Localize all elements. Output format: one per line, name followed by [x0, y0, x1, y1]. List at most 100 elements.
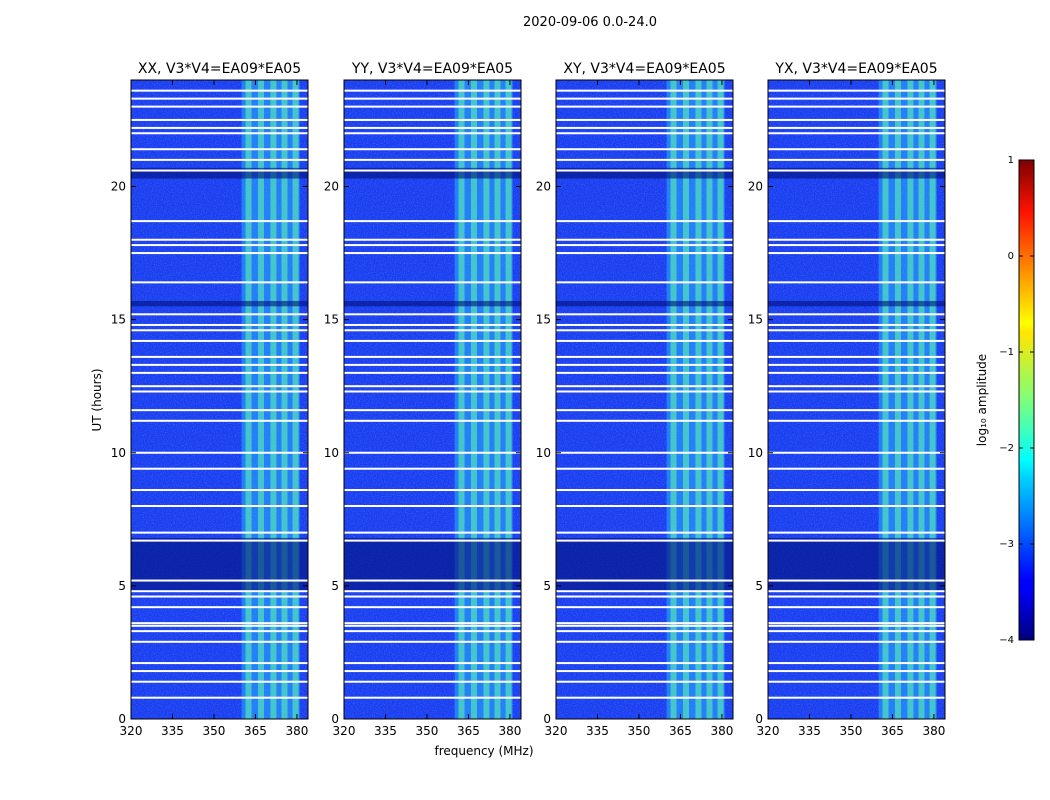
flagged-row	[768, 640, 945, 643]
rfi-channel	[292, 80, 299, 719]
panel-frame	[555, 79, 734, 720]
flagged-row	[556, 126, 733, 129]
flagged-row	[344, 148, 521, 151]
x-tick-label: 320	[757, 724, 780, 738]
flagged-row	[131, 670, 308, 673]
flagged-row	[131, 97, 308, 100]
flagged-row	[131, 467, 308, 470]
flagged-row	[768, 680, 945, 683]
panel-frame	[343, 79, 522, 720]
x-tick-label: 380	[285, 724, 308, 738]
y-tick-label: 20	[748, 180, 763, 194]
y-tick-label: 15	[748, 313, 763, 327]
flagged-row	[131, 339, 308, 342]
flagged-row	[556, 252, 733, 255]
x-tick-label: 350	[416, 724, 439, 738]
y-tick-label: 20	[536, 180, 551, 194]
panel-title: XY, V3*V4=EA09*EA05	[563, 61, 725, 77]
panel-xy: XY, V3*V4=EA09*EA05 320 335 350 365 380 0 5 10 15…	[536, 61, 734, 738]
flagged-row	[556, 329, 733, 332]
y-tick-label: 5	[543, 579, 551, 593]
x-tick-label: 335	[586, 724, 609, 738]
x-tick-label: 365	[457, 724, 480, 738]
flagged-row	[344, 371, 521, 374]
flagged-row	[556, 132, 733, 135]
low-amplitude-band	[344, 537, 521, 592]
x-tick-label: 365	[244, 724, 267, 738]
flagged-row	[131, 105, 308, 108]
flagged-row	[556, 220, 733, 223]
panel-xx: XX, V3*V4=EA09*EA05 320 335 350 365 380 0 5 10 15…	[111, 61, 309, 738]
flagged-row	[556, 409, 733, 412]
flagged-row	[768, 451, 945, 454]
flagged-row	[344, 252, 521, 255]
low-amplitude-band	[556, 300, 733, 307]
flagged-row	[131, 323, 308, 326]
flagged-row	[556, 640, 733, 643]
y-tick-label: 20	[111, 180, 126, 194]
flagged-row	[131, 238, 308, 241]
low-amplitude-band	[131, 537, 308, 592]
flagged-row	[131, 579, 308, 582]
flagged-row	[344, 505, 521, 507]
flagged-row	[131, 329, 308, 332]
flagged-row	[768, 313, 945, 316]
flagged-row	[131, 409, 308, 412]
flagged-row	[768, 323, 945, 326]
flagged-row	[556, 97, 733, 100]
flagged-row	[344, 489, 521, 492]
panel-title: XX, V3*V4=EA09*EA05	[138, 61, 301, 77]
flagged-row	[768, 132, 945, 135]
flagged-row	[344, 105, 521, 108]
flagged-row	[768, 339, 945, 342]
low-amplitude-band	[344, 167, 521, 179]
flagged-row	[556, 662, 733, 665]
flagged-row	[131, 419, 308, 422]
colorbar-tick-label: 0	[1008, 251, 1014, 262]
flagged-row	[131, 89, 308, 92]
flagged-row	[344, 451, 521, 454]
flagged-row	[768, 590, 945, 593]
x-tick-label: 350	[628, 724, 651, 738]
panel-title: YX, V3*V4=EA09*EA05	[774, 61, 937, 77]
flagged-row	[556, 118, 733, 121]
flagged-row	[344, 132, 521, 135]
rfi-channel	[505, 80, 512, 719]
panel-frame	[130, 79, 309, 720]
low-amplitude-band	[768, 167, 945, 179]
flagged-row	[768, 281, 945, 284]
flagged-row	[344, 590, 521, 593]
flagged-row	[344, 89, 521, 92]
flagged-row	[344, 126, 521, 129]
y-tick-label: 0	[118, 712, 126, 726]
flagged-row	[556, 467, 733, 470]
flagged-row	[131, 244, 308, 247]
panel-frame	[767, 79, 946, 720]
flagged-row	[768, 606, 945, 609]
colorbar-tick-label: −1	[999, 347, 1014, 358]
colorbar-tick-label: −3	[999, 539, 1014, 550]
y-tick-label: 15	[324, 313, 339, 327]
flagged-row	[768, 220, 945, 223]
flagged-row	[556, 371, 733, 374]
y-tick-label: 5	[331, 579, 339, 593]
flagged-row	[344, 531, 521, 534]
flagged-row	[768, 531, 945, 534]
rfi-channel	[682, 80, 689, 719]
flagged-row	[344, 313, 521, 316]
flagged-row	[344, 363, 521, 366]
flagged-row	[344, 670, 521, 673]
flagged-row	[556, 169, 733, 172]
panel-yx: YX, V3*V4=EA09*EA05 320 335 350 365 380 0 5 10 15…	[748, 61, 946, 738]
flagged-row	[131, 680, 308, 683]
flagged-row	[344, 281, 521, 284]
flagged-row	[768, 126, 945, 129]
flagged-row	[131, 313, 308, 316]
y-tick-label: 10	[536, 446, 551, 460]
flagged-row	[131, 640, 308, 643]
flagged-row	[344, 467, 521, 470]
y-tick-label: 0	[755, 712, 763, 726]
flagged-row	[131, 385, 308, 388]
flagged-row	[768, 662, 945, 665]
